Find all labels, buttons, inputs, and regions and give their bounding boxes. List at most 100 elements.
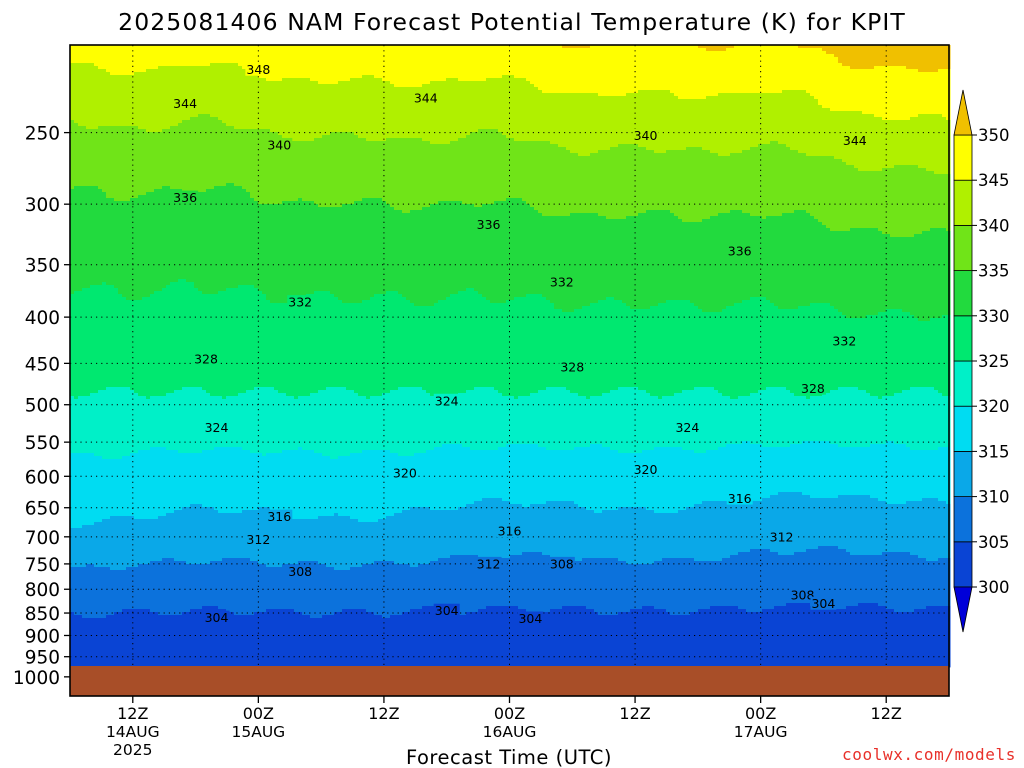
contour-fill-cell (138, 72, 143, 130)
contour-fill-cell (246, 192, 251, 286)
contour-fill-cell (614, 96, 619, 148)
contour-fill-cell (370, 141, 375, 199)
contour-fill-cell (666, 513, 671, 559)
contour-fill-cell (910, 315, 915, 388)
contour-fill-cell (802, 306, 807, 397)
contour-fill-cell (678, 99, 683, 151)
contour-fill-cell (442, 609, 447, 668)
contour-fill-cell (894, 612, 899, 668)
contour-fill-cell (446, 297, 451, 397)
contour-fill-cell (98, 69, 103, 127)
contour-label-bg (193, 351, 220, 365)
contour-fill-cell (382, 561, 387, 619)
contour-fill-cell (186, 66, 191, 121)
contour-fill-cell (910, 45, 915, 70)
contour-fill-cell (758, 444, 763, 502)
contour-fill-cell (834, 231, 839, 310)
contour-fill-cell (686, 222, 691, 301)
contour-fill-cell (330, 459, 335, 517)
contour-fill-cell (646, 45, 651, 91)
contour-fill-cell (278, 393, 283, 454)
contour-fill-cell (510, 606, 515, 668)
contour-fill-cell (714, 501, 719, 562)
contour-fill-cell (634, 564, 639, 610)
contour-fill-cell (218, 186, 223, 292)
contour-fill-cell (854, 69, 859, 112)
contour-fill-cell (858, 318, 863, 391)
contour-fill-cell (374, 141, 379, 199)
contour-fill-cell (582, 606, 587, 668)
contour-fill-cell (634, 144, 639, 217)
contour-fill-cell (546, 387, 551, 451)
contour-fill-cell (870, 396, 875, 445)
contour-fill-cell (386, 291, 391, 394)
contour-fill-cell (514, 45, 519, 79)
contour-fill-cell (366, 300, 371, 400)
contour-fill-cell (934, 318, 939, 391)
contour-fill-cell (90, 63, 95, 130)
contour-fill-cell (406, 87, 411, 139)
contour-fill-cell (158, 516, 163, 562)
contour-fill-cell (382, 393, 387, 451)
contour-fill-cell (470, 555, 475, 613)
contour-fill-cell (418, 507, 423, 565)
contour-fill-cell (82, 567, 87, 619)
colorbar-segment (953, 270, 973, 317)
contour-fill-cell (270, 510, 275, 568)
contour-fill-cell (286, 450, 291, 517)
contour-fill-cell (814, 441, 819, 499)
contour-fill-cell (846, 606, 851, 668)
contour-fill-cell (350, 204, 355, 304)
contour-fill-cell (118, 201, 123, 295)
contour-fill-cell (406, 564, 411, 613)
contour-fill-cell (578, 45, 583, 49)
contour-fill-cell (230, 513, 235, 559)
contour-fill-cell (342, 45, 347, 82)
contour-fill-cell (770, 609, 775, 668)
contour-fill-cell (482, 609, 487, 668)
contour-fill-cell (894, 165, 899, 238)
contour-fill-cell (150, 447, 155, 520)
contour-fill-cell (422, 507, 427, 565)
contour-fill-cell (606, 558, 611, 616)
contour-fill-cell (418, 453, 423, 508)
contour-fill-cell (274, 567, 279, 610)
contour-fill-cell (466, 390, 471, 448)
contour-fill-cell (782, 45, 787, 91)
contour-fill-cell (198, 66, 203, 115)
contour-label-bg (266, 509, 293, 523)
contour-fill-cell (734, 399, 739, 445)
contour-fill-cell (702, 387, 707, 454)
contour-fill-cell (706, 150, 711, 220)
contour-fill-cell (238, 615, 243, 668)
contour-fill-cell (318, 453, 323, 517)
contour-fill-cell (122, 387, 127, 457)
contour-fill-cell (610, 510, 615, 559)
contour-fill-cell (654, 45, 659, 91)
contour-fill-cell (490, 129, 495, 205)
contour-label-text: 312 (246, 532, 270, 547)
contour-fill-cell (802, 552, 807, 604)
contour-fill-cell (714, 96, 719, 154)
contour-fill-cell (414, 387, 419, 454)
contour-fill-cell (786, 555, 791, 604)
contour-fill-cell (786, 309, 791, 391)
contour-fill-cell (378, 450, 383, 520)
contour-fill-cell (522, 396, 527, 445)
contour-fill-cell (330, 615, 335, 668)
contour-fill-cell (726, 156, 731, 214)
contour-fill-cell (834, 45, 839, 58)
contour-fill-cell (450, 510, 455, 556)
contour-fill-cell (358, 522, 363, 568)
contour-fill-cell (74, 453, 79, 529)
contour-fill-cell (886, 552, 891, 610)
contour-fill-cell (394, 564, 399, 616)
contour-fill-cell (114, 288, 119, 388)
contour-fill-cell (498, 78, 503, 133)
contour-fill-cell (190, 564, 195, 610)
contour-fill-cell (142, 396, 147, 451)
contour-fill-cell (830, 306, 835, 391)
contour-fill-cell (634, 453, 639, 508)
contour-fill-cell (358, 78, 363, 139)
contour-fill-cell (126, 387, 131, 457)
